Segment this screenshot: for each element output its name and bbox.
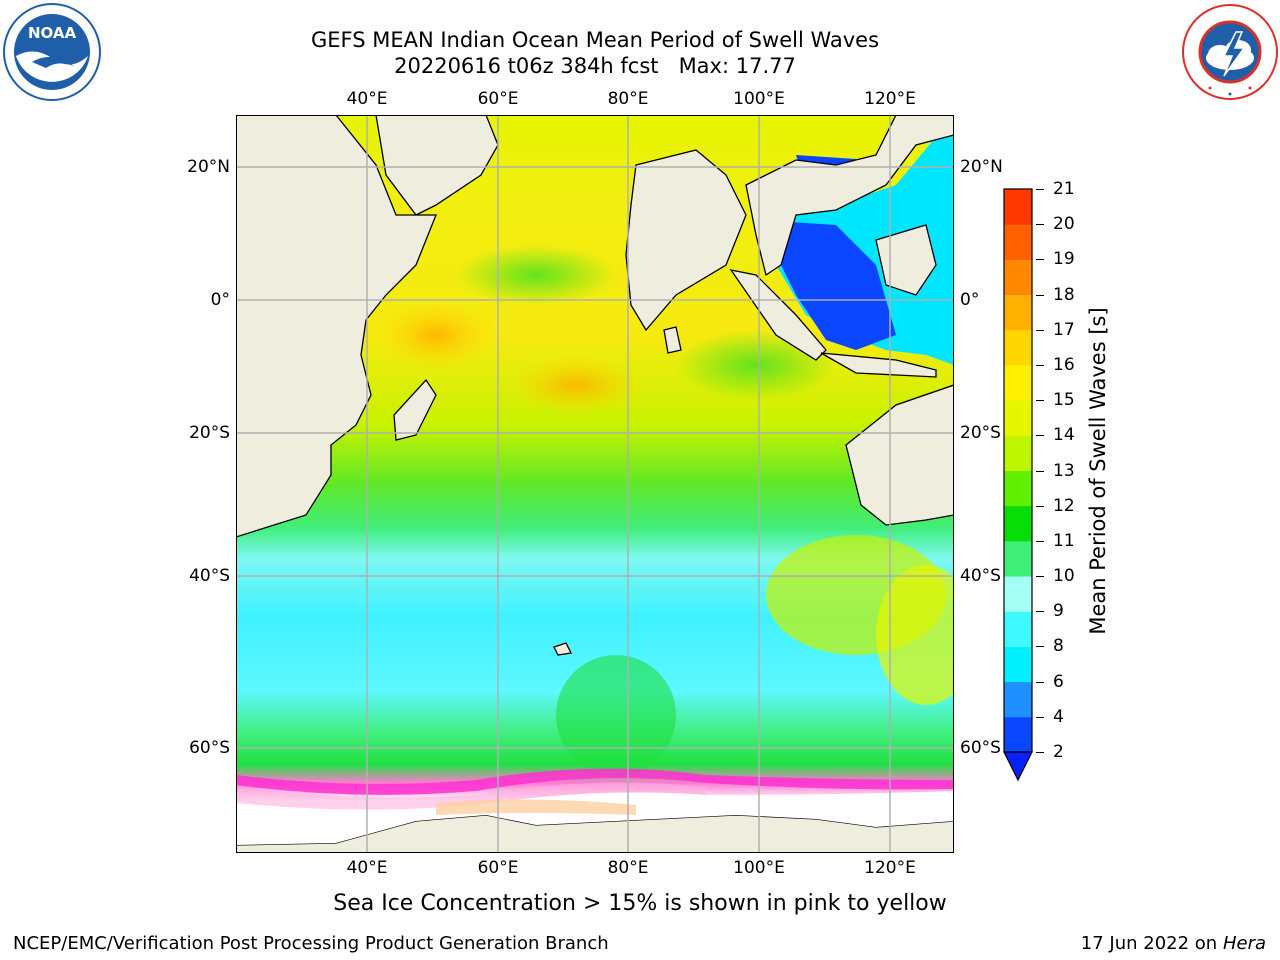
lon-label-bottom: 80°E bbox=[607, 858, 649, 878]
lat-label-right: 60°S bbox=[960, 738, 1001, 758]
colorbar-segment bbox=[1004, 329, 1032, 366]
lat-label-left: 0° bbox=[210, 290, 230, 310]
colorbar-tick-label: 14 bbox=[1053, 425, 1075, 446]
colorbar-tick-mark bbox=[1036, 470, 1044, 472]
colorbar-tick-label: 13 bbox=[1053, 460, 1075, 481]
lat-label-right: 20°N bbox=[960, 157, 1003, 177]
lon-label-bottom: 60°E bbox=[477, 858, 519, 878]
colorbar-tick-mark bbox=[1036, 716, 1044, 718]
colorbar-segment bbox=[1004, 470, 1032, 507]
colorbar-tick-mark bbox=[1036, 364, 1044, 366]
colorbar-tick-mark bbox=[1036, 505, 1044, 507]
lat-label-right: 40°S bbox=[960, 566, 1001, 586]
colorbar-tick-label: 18 bbox=[1053, 284, 1075, 305]
colorbar-segment bbox=[1004, 646, 1032, 683]
colorbar-tick-label: 15 bbox=[1053, 390, 1075, 411]
colorbar-tick-label: 4 bbox=[1053, 706, 1064, 727]
colorbar-tick-mark bbox=[1036, 259, 1044, 261]
colorbar-tick-label: 8 bbox=[1053, 636, 1064, 657]
lat-label-right: 20°S bbox=[960, 423, 1001, 443]
national-weather-service-logo-icon bbox=[1182, 4, 1278, 100]
colorbar-tick-label: 20 bbox=[1053, 214, 1075, 235]
lat-label-left: 20°N bbox=[187, 157, 230, 177]
lon-label-top: 100°E bbox=[733, 89, 785, 109]
colorbar-tick-mark bbox=[1036, 294, 1044, 296]
colorbar-segment bbox=[1004, 576, 1032, 612]
lon-label-bottom: 40°E bbox=[346, 858, 388, 878]
lat-label-left: 20°S bbox=[189, 423, 230, 443]
colorbar-tick-mark bbox=[1036, 681, 1044, 683]
colorbar-segment bbox=[1004, 540, 1032, 577]
forecast-date: 20220616 t06z 384h fcst bbox=[394, 54, 659, 78]
swell-period-map bbox=[236, 115, 954, 853]
lat-label-left: 60°S bbox=[189, 738, 230, 758]
footer-branch: NCEP/EMC/Verification Post Processing Pr… bbox=[13, 933, 609, 954]
colorbar-segment bbox=[1004, 364, 1032, 401]
colorbar-segment bbox=[1004, 189, 1032, 225]
colorbar-tick-mark bbox=[1036, 224, 1044, 226]
colorbar-tick-label: 16 bbox=[1053, 354, 1075, 375]
sea-ice-note: Sea Ice Concentration > 15% is shown in … bbox=[333, 891, 947, 916]
lat-label-left: 40°S bbox=[189, 566, 230, 586]
colorbar-tick-label: 11 bbox=[1053, 530, 1075, 551]
colorbar-tick-label: 2 bbox=[1053, 742, 1064, 762]
lon-label-top: 60°E bbox=[477, 89, 519, 109]
map-frame bbox=[236, 115, 954, 853]
lon-label-top: 120°E bbox=[864, 89, 916, 109]
colorbar-tick-mark bbox=[1036, 540, 1044, 542]
noaa-logo-icon: NOAA bbox=[3, 3, 101, 101]
colorbar-segment bbox=[1004, 435, 1032, 471]
chart-subtitle: 20220616 t06z 384h fcst Max: 17.77 bbox=[0, 53, 1190, 79]
colorbar-title: Mean Period of Swell Waves [s] bbox=[1086, 307, 1110, 635]
colorbar-tick-mark bbox=[1036, 189, 1044, 190]
colorbar-segment bbox=[1004, 611, 1032, 647]
colorbar-tick-mark bbox=[1036, 400, 1044, 402]
footer-host: Hera bbox=[1222, 933, 1266, 954]
colorbar-segment bbox=[1004, 681, 1032, 718]
chart-title: GEFS MEAN Indian Ocean Mean Period of Sw… bbox=[310, 28, 880, 52]
colorbar-tick-mark bbox=[1036, 611, 1044, 613]
colorbar-segment bbox=[1004, 259, 1032, 296]
colorbar-tick-mark bbox=[1036, 646, 1044, 648]
colorbar-segment bbox=[1004, 400, 1032, 436]
colorbar-tick-mark bbox=[1036, 329, 1044, 331]
colorbar-tick-mark bbox=[1036, 435, 1044, 437]
lon-label-bottom: 120°E bbox=[864, 858, 916, 878]
colorbar-tick-label: 19 bbox=[1053, 249, 1075, 270]
colorbar-segment bbox=[1004, 716, 1032, 753]
lat-label-right: 0° bbox=[960, 290, 980, 310]
colorbar-segment bbox=[1004, 224, 1032, 260]
colorbar-tick-label: 12 bbox=[1053, 495, 1075, 516]
colorbar-tick-mark bbox=[1036, 752, 1044, 753]
footer-date-text: 17 Jun 2022 on bbox=[1080, 933, 1218, 954]
colorbar-tick-mark bbox=[1036, 576, 1044, 578]
colorbar bbox=[1003, 188, 1033, 782]
colorbar-tick-label: 21 bbox=[1053, 179, 1075, 199]
colorbar-tick-label: 6 bbox=[1053, 671, 1064, 692]
footer-date: 17 Jun 2022 on Hera bbox=[1081, 933, 1266, 955]
lon-label-top: 80°E bbox=[607, 89, 649, 109]
max-value: Max: 17.77 bbox=[678, 54, 796, 78]
colorbar-tick-label: 10 bbox=[1053, 566, 1075, 587]
colorbar-segment bbox=[1004, 294, 1032, 331]
lon-label-top: 40°E bbox=[346, 89, 388, 109]
colorbar-segment bbox=[1004, 505, 1032, 542]
colorbar-tick-label: 17 bbox=[1053, 319, 1075, 340]
lon-label-bottom: 100°E bbox=[733, 858, 785, 878]
colorbar-tick-label: 9 bbox=[1053, 601, 1064, 622]
svg-text:NOAA: NOAA bbox=[28, 24, 77, 42]
map-area bbox=[236, 115, 954, 853]
